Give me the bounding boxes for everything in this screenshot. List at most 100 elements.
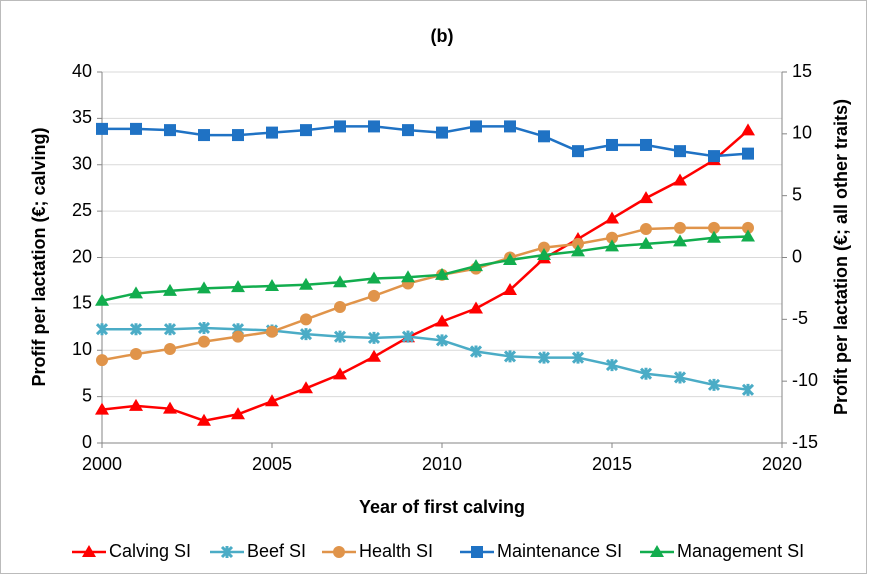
- marker: [300, 124, 312, 137]
- legend-label: Management SI: [677, 541, 804, 561]
- marker: [129, 323, 143, 336]
- marker: [470, 120, 482, 133]
- y2-tick-label: 15: [792, 61, 812, 81]
- marker: [605, 239, 619, 252]
- marker: [368, 289, 380, 302]
- marker: [266, 126, 278, 139]
- y2-tick-label: 5: [792, 184, 802, 204]
- marker: [368, 120, 380, 133]
- legend-label: Health SI: [359, 541, 433, 561]
- marker: [503, 252, 517, 265]
- marker: [299, 328, 313, 341]
- marker: [198, 129, 210, 142]
- marker: [673, 234, 687, 247]
- legend-item: Management SI: [640, 541, 804, 561]
- marker: [469, 345, 483, 358]
- legend-item: Calving SI: [72, 541, 191, 561]
- marker: [95, 293, 109, 306]
- marker: [741, 383, 755, 396]
- marker: [231, 280, 245, 293]
- marker: [129, 286, 143, 299]
- marker: [639, 191, 653, 204]
- y2-tick-label: -15: [792, 432, 818, 452]
- legend-item: Beef SI: [210, 541, 306, 561]
- marker: [538, 130, 550, 143]
- y2-tick-label: 0: [792, 246, 802, 266]
- y-tick-label: 40: [72, 61, 92, 81]
- marker: [469, 301, 483, 314]
- marker: [402, 124, 414, 137]
- marker: [163, 283, 177, 296]
- marker: [198, 335, 210, 348]
- y2-axis-label: Profit per lactation (€; all other trait…: [831, 99, 851, 415]
- marker: [333, 275, 347, 288]
- marker: [639, 367, 653, 380]
- y2-tick-label: -5: [792, 308, 808, 328]
- marker: [571, 351, 585, 364]
- marker: [367, 349, 381, 362]
- marker: [707, 230, 721, 243]
- x-tick-label: 2000: [82, 454, 122, 474]
- series-line: [102, 326, 749, 392]
- marker: [605, 359, 619, 372]
- chart-title: (b): [431, 26, 454, 46]
- marker: [231, 407, 245, 420]
- legend-marker: [220, 545, 234, 559]
- x-tick-label: 2020: [762, 454, 802, 474]
- legend-label: Maintenance SI: [497, 541, 622, 561]
- marker: [673, 371, 687, 384]
- marker: [572, 237, 584, 250]
- marker: [333, 367, 347, 380]
- marker: [197, 321, 211, 335]
- legend-marker: [82, 545, 96, 557]
- marker: [605, 211, 619, 224]
- marker: [130, 122, 142, 135]
- legend-marker: [333, 546, 345, 558]
- marker: [265, 278, 279, 291]
- marker: [367, 271, 381, 284]
- marker: [163, 401, 177, 414]
- marker: [640, 138, 652, 151]
- marker: [265, 394, 279, 407]
- marker: [164, 343, 176, 356]
- marker: [130, 347, 142, 360]
- legend-marker: [650, 545, 664, 557]
- marker: [469, 259, 483, 272]
- y-tick-label: 0: [82, 432, 92, 452]
- marker: [503, 350, 517, 363]
- marker: [708, 221, 720, 234]
- x-axis-label: Year of first calving: [359, 497, 525, 517]
- marker: [401, 330, 415, 343]
- marker: [129, 398, 143, 411]
- marker: [572, 145, 584, 158]
- marker: [606, 231, 618, 244]
- y2-tick-label: 10: [792, 123, 812, 143]
- marker: [537, 351, 551, 364]
- marker: [164, 124, 176, 137]
- marker: [96, 122, 108, 135]
- y-tick-label: 10: [72, 339, 92, 359]
- marker: [741, 123, 755, 136]
- marker: [707, 378, 721, 391]
- marker: [232, 330, 244, 343]
- y-tick-label: 20: [72, 246, 92, 266]
- marker: [640, 223, 652, 236]
- y-tick-label: 5: [82, 385, 92, 405]
- legend-item: Health SI: [322, 541, 433, 561]
- series-line: [101, 235, 749, 303]
- y2-tick-label: -10: [792, 370, 818, 390]
- marker: [537, 248, 551, 261]
- marker: [300, 313, 312, 326]
- marker: [571, 244, 585, 257]
- marker: [538, 241, 550, 254]
- y-tick-label: 25: [72, 200, 92, 220]
- marker: [742, 221, 754, 234]
- y-axis-label: Profif per lactation (€; calving): [29, 127, 49, 386]
- marker: [674, 221, 686, 234]
- marker: [334, 120, 346, 133]
- marker: [436, 126, 448, 139]
- marker: [435, 334, 449, 347]
- marker: [96, 354, 108, 367]
